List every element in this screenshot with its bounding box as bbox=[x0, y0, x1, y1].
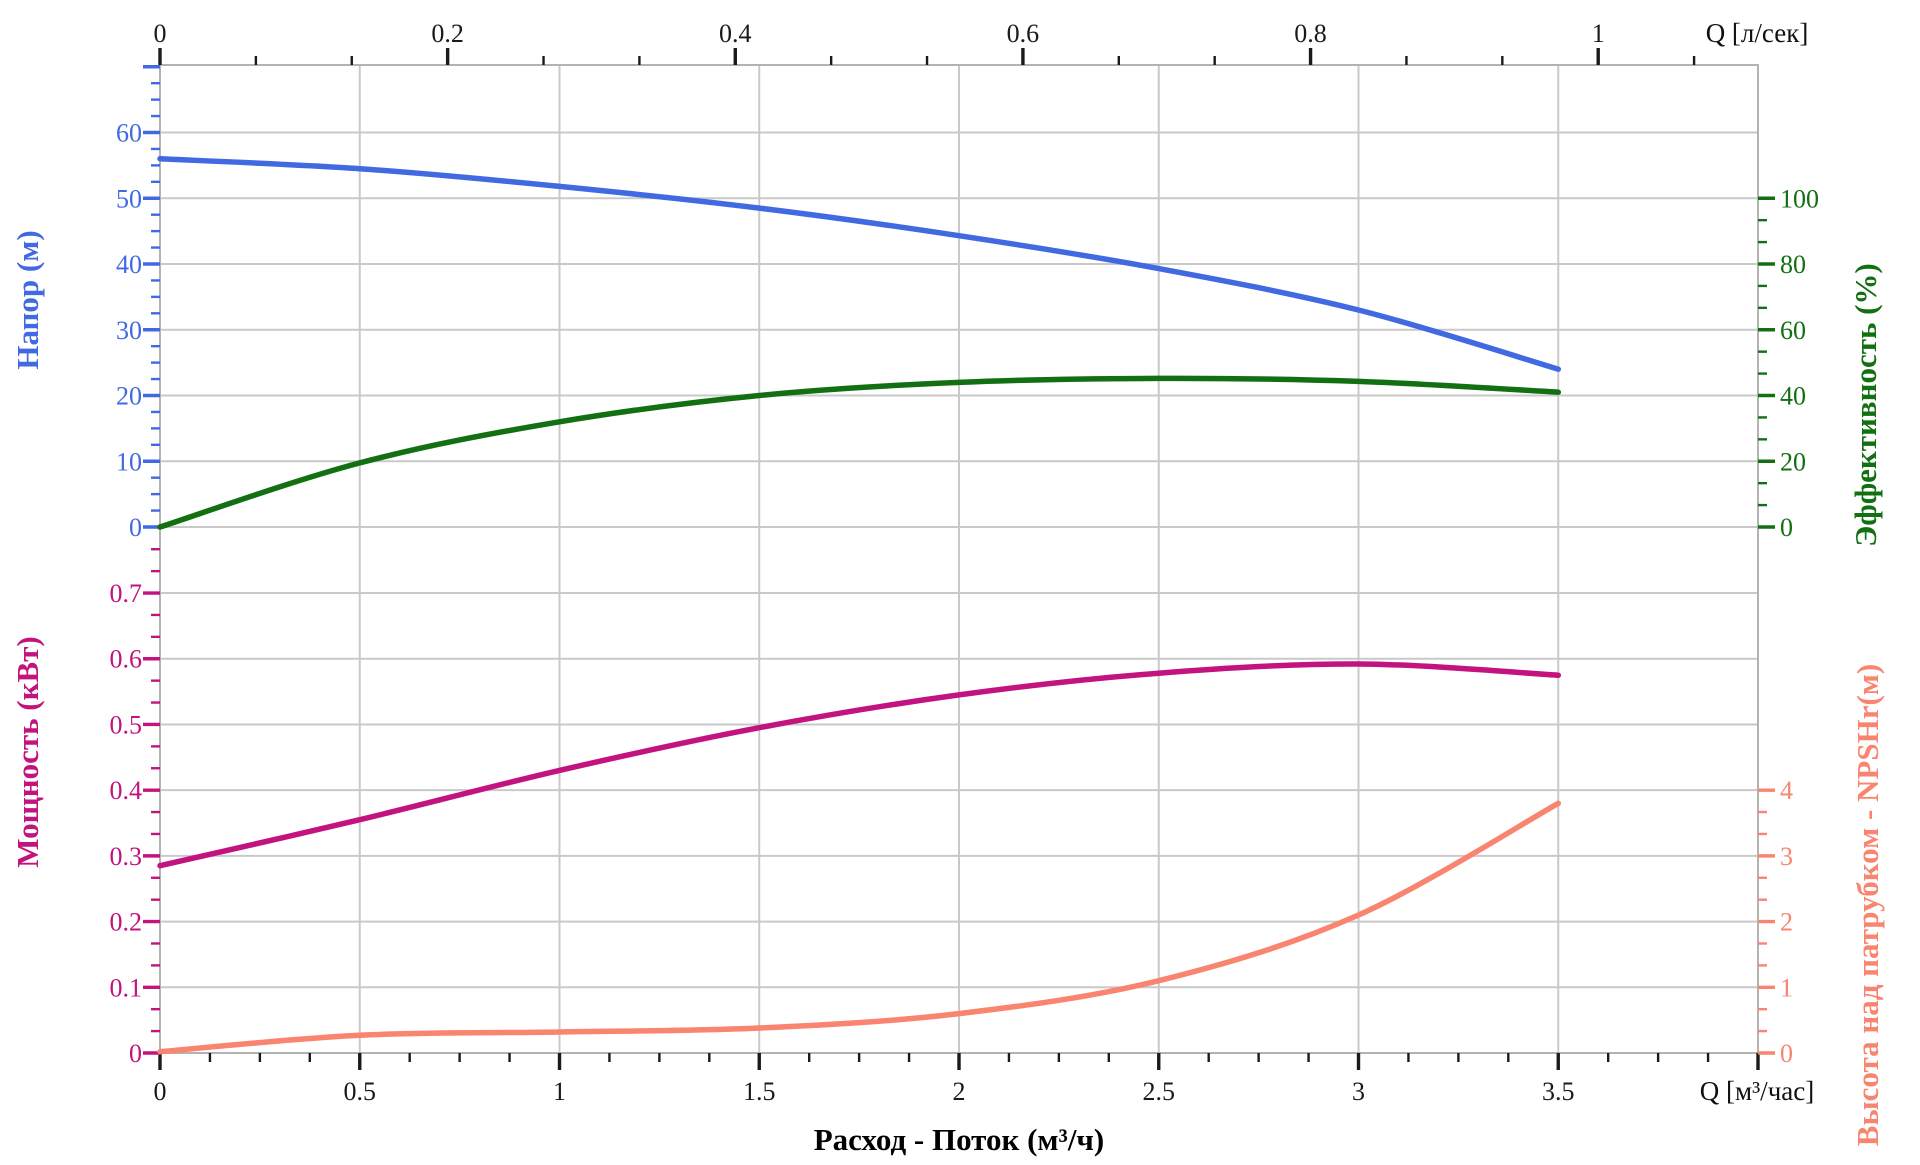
tick-label: 3.5 bbox=[1542, 1077, 1575, 1106]
bottom-x-unit-label: Q [м³/час] bbox=[1700, 1076, 1814, 1106]
tick-label: 2.5 bbox=[1143, 1077, 1176, 1106]
tick-label: 60 bbox=[1780, 316, 1806, 345]
tick-label: 30 bbox=[116, 316, 142, 345]
tick-label: 1 bbox=[1780, 973, 1793, 1002]
head-axis-title: Напор (м) bbox=[10, 230, 45, 369]
power-axis-title: Мощность (кВт) bbox=[10, 636, 45, 867]
tick-label: 2 bbox=[1780, 908, 1793, 937]
tick-label: 0 bbox=[129, 1039, 142, 1068]
tick-label: 0.6 bbox=[110, 645, 143, 674]
tick-label: 0.3 bbox=[110, 842, 143, 871]
tick-label: 0.1 bbox=[110, 973, 143, 1002]
tick-label: 0 bbox=[154, 19, 167, 48]
tick-label: 10 bbox=[116, 447, 142, 476]
tick-label: 0.6 bbox=[1007, 19, 1040, 48]
curve-напор bbox=[157, 156, 1562, 372]
axis-ticks bbox=[143, 48, 1775, 1070]
tick-label: 20 bbox=[116, 382, 142, 411]
tick-label: 80 bbox=[1780, 250, 1806, 279]
tick-label: 1.5 bbox=[743, 1077, 776, 1106]
tick-label: 3 bbox=[1780, 842, 1793, 871]
tick-label: 0.7 bbox=[110, 579, 143, 608]
gridlines bbox=[160, 65, 1758, 1053]
tick-label: 60 bbox=[116, 119, 142, 148]
tick-label: 3 bbox=[1352, 1077, 1365, 1106]
tick-label: 0.2 bbox=[110, 908, 143, 937]
tick-label: 40 bbox=[116, 250, 142, 279]
axis-tick-labels: 0 0.2 0.4 0.6 0.8 10 0.5 1 1.5 2 2.5 3 3.50102030405… bbox=[110, 19, 1820, 1106]
tick-label: 1 bbox=[1592, 19, 1605, 48]
tick-label: 0.8 bbox=[1294, 19, 1327, 48]
tick-label: 0.5 bbox=[110, 710, 143, 739]
bottom-x-axis-title: Расход - Поток (м³/ч) bbox=[814, 1122, 1105, 1157]
efficiency-axis-title: Эффективность (%) bbox=[1848, 263, 1883, 547]
tick-label: 20 bbox=[1780, 447, 1806, 476]
tick-label: 1 bbox=[553, 1077, 566, 1106]
tick-label: 0 bbox=[1780, 513, 1793, 542]
tick-label: 0.2 bbox=[431, 19, 464, 48]
tick-label: 0 bbox=[154, 1077, 167, 1106]
data-curves bbox=[157, 156, 1562, 1055]
tick-label: 50 bbox=[116, 184, 142, 213]
npshr-axis-title: Высота над патрубком - NPSHr(м) bbox=[1850, 664, 1885, 1146]
tick-label: 0.4 bbox=[110, 776, 143, 805]
top-x-unit-label: Q [л/сек] bbox=[1706, 18, 1809, 48]
tick-label: 0.4 bbox=[719, 19, 752, 48]
tick-label: 2 bbox=[953, 1077, 966, 1106]
tick-label: 0.5 bbox=[344, 1077, 377, 1106]
tick-label: 0 bbox=[129, 513, 142, 542]
tick-label: 4 bbox=[1780, 776, 1793, 805]
curve-мощность bbox=[157, 661, 1562, 869]
curve-эффективность bbox=[157, 375, 1562, 530]
curve-npshr bbox=[157, 800, 1562, 1055]
tick-label: 0 bbox=[1780, 1039, 1793, 1068]
tick-label: 100 bbox=[1780, 184, 1819, 213]
tick-label: 40 bbox=[1780, 382, 1806, 411]
